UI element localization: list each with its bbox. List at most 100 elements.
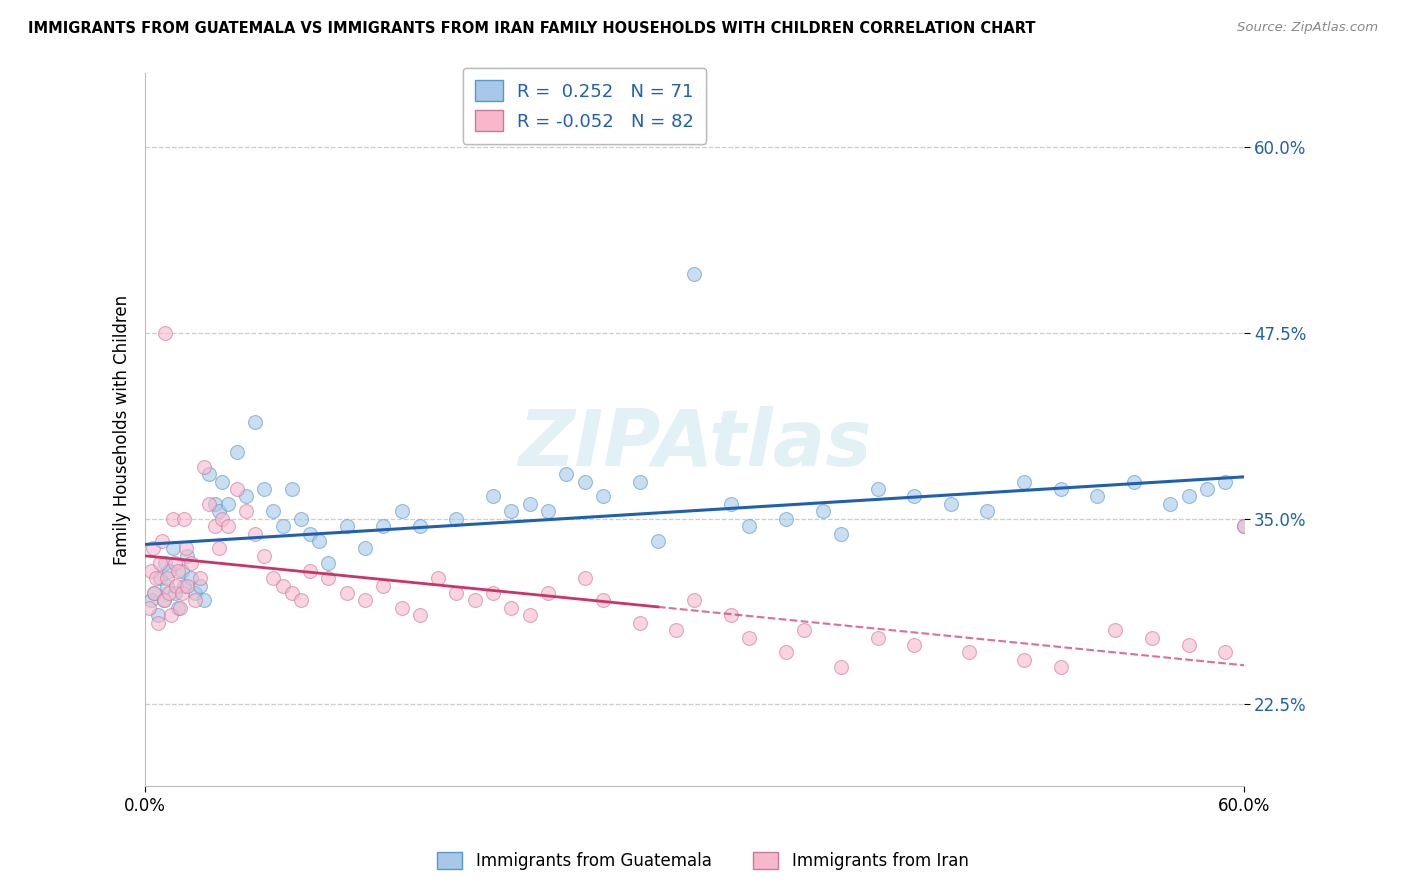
Point [225, 445, 247, 459]
Point [169, 600, 191, 615]
Point [253, 482, 276, 496]
Point [162, 541, 184, 556]
Point [217, 519, 239, 533]
Point [1270, 653, 1292, 667]
Point [157, 564, 180, 578]
Point [167, 600, 190, 615]
Point [262, 504, 284, 518]
Point [170, 586, 193, 600]
Point [683, 267, 706, 281]
Point [957, 645, 980, 659]
Point [1232, 519, 1254, 533]
Point [1085, 490, 1108, 504]
Point [163, 556, 186, 570]
Point [138, 600, 160, 615]
Point [537, 504, 560, 518]
Point [1140, 631, 1163, 645]
Point [574, 571, 596, 585]
Point [176, 549, 198, 563]
Point [373, 519, 395, 533]
Text: IMMIGRANTS FROM GUATEMALA VS IMMIGRANTS FROM IRAN FAMILY HOUSEHOLDS WITH CHILDRE: IMMIGRANTS FROM GUATEMALA VS IMMIGRANTS … [28, 21, 1036, 36]
Point [1177, 490, 1199, 504]
Point [235, 490, 257, 504]
Legend: R =  0.252   N = 71, R = -0.052   N = 82: R = 0.252 N = 71, R = -0.052 N = 82 [463, 68, 706, 144]
Point [225, 482, 247, 496]
Point [180, 571, 202, 585]
Point [139, 593, 162, 607]
Point [482, 586, 505, 600]
Point [647, 533, 669, 548]
Point [262, 571, 284, 585]
Point [336, 586, 359, 600]
Point [143, 586, 166, 600]
Point [1379, 667, 1402, 681]
Point [162, 512, 184, 526]
Point [290, 593, 312, 607]
Point [1104, 623, 1126, 637]
Point [866, 631, 889, 645]
Point [391, 504, 413, 518]
Point [1232, 519, 1254, 533]
Point [903, 638, 925, 652]
Point [1324, 482, 1347, 496]
Point [1012, 475, 1035, 489]
Point [176, 578, 198, 592]
Point [165, 578, 187, 592]
Point [738, 631, 761, 645]
Point [271, 578, 294, 592]
Point [720, 497, 742, 511]
Point [188, 571, 211, 585]
Point [446, 586, 468, 600]
Point [409, 519, 432, 533]
Point [204, 497, 226, 511]
Point [354, 593, 377, 607]
Point [775, 512, 797, 526]
Point [167, 564, 190, 578]
Point [281, 482, 304, 496]
Point [204, 519, 226, 533]
Point [1049, 482, 1071, 496]
Point [149, 556, 172, 570]
Point [235, 504, 257, 518]
Point [793, 623, 815, 637]
Point [501, 504, 523, 518]
Legend: Immigrants from Guatemala, Immigrants from Iran: Immigrants from Guatemala, Immigrants fr… [430, 845, 976, 877]
Point [173, 512, 195, 526]
Point [976, 504, 998, 518]
Point [271, 519, 294, 533]
Point [1122, 475, 1144, 489]
Point [157, 586, 180, 600]
Point [519, 497, 541, 511]
Point [155, 556, 177, 570]
Point [150, 533, 173, 548]
Point [446, 512, 468, 526]
Point [149, 571, 172, 585]
Point [373, 578, 395, 592]
Point [775, 645, 797, 659]
Point [830, 526, 852, 541]
Point [318, 556, 340, 570]
Point [198, 497, 221, 511]
Point [1159, 497, 1181, 511]
Point [174, 541, 197, 556]
Point [281, 586, 304, 600]
Point [1270, 467, 1292, 482]
Point [336, 519, 359, 533]
Y-axis label: Family Households with Children: Family Households with Children [114, 294, 131, 565]
Point [308, 533, 330, 548]
Point [1012, 653, 1035, 667]
Point [180, 556, 202, 570]
Point [866, 482, 889, 496]
Point [253, 549, 276, 563]
Point [555, 467, 578, 482]
Point [720, 608, 742, 623]
Point [184, 586, 207, 600]
Point [354, 541, 377, 556]
Point [163, 586, 186, 600]
Point [198, 467, 221, 482]
Point [207, 504, 229, 518]
Point [193, 459, 215, 474]
Text: ZIPAtlas: ZIPAtlas [517, 406, 872, 482]
Point [156, 578, 179, 592]
Point [1379, 497, 1402, 511]
